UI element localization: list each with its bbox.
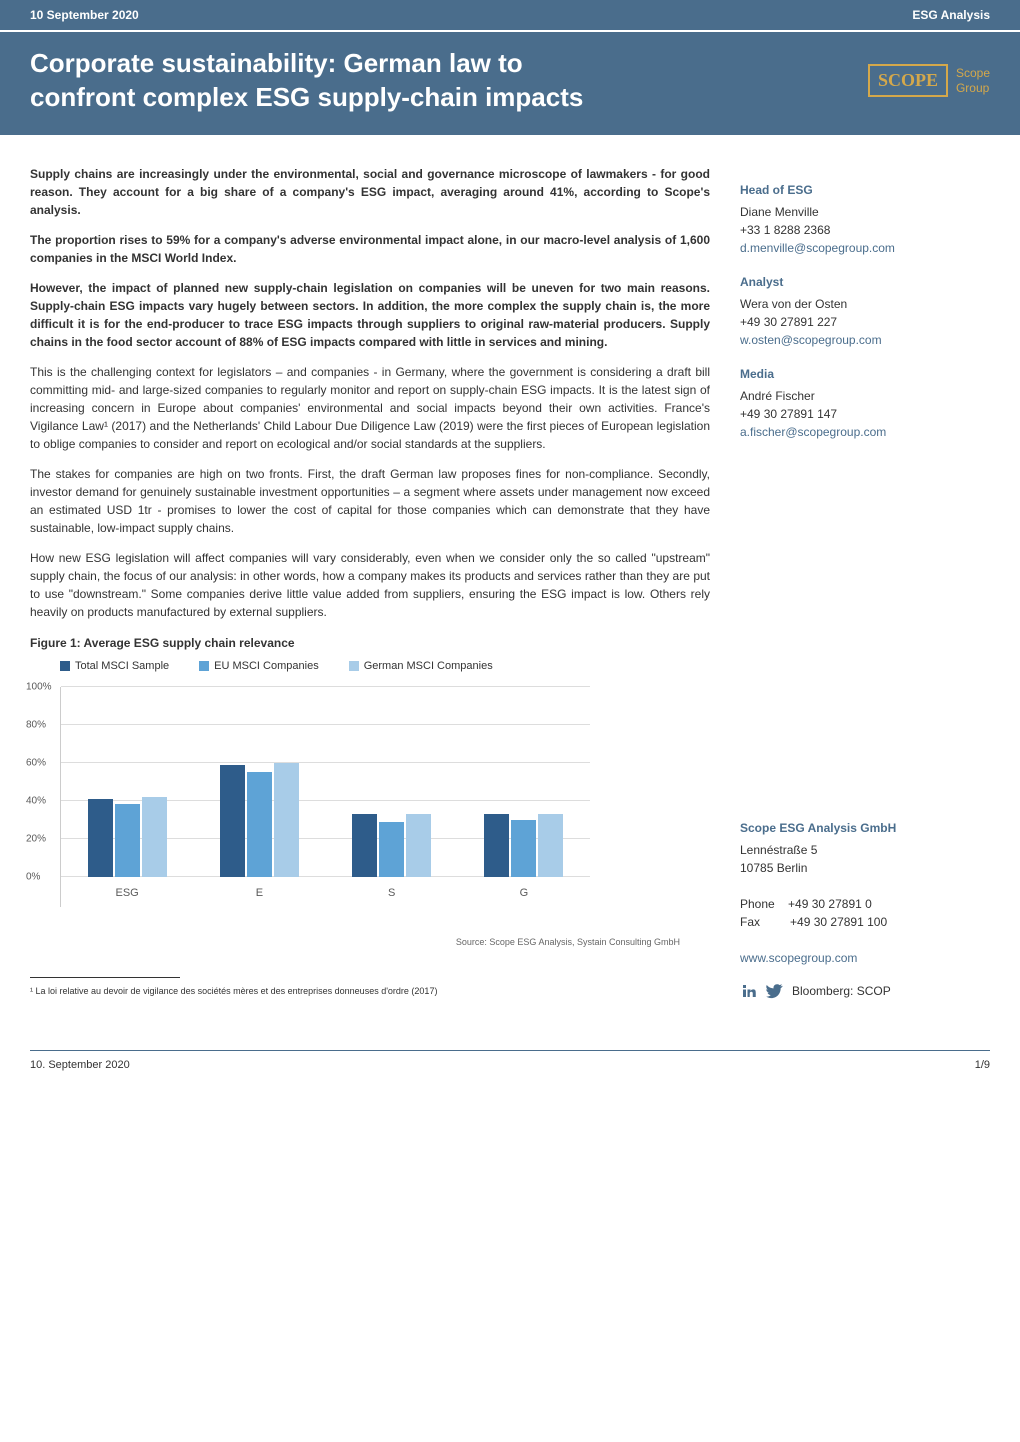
- x-axis-label: G: [520, 887, 529, 899]
- footer-page: 1/9: [975, 1059, 990, 1071]
- footer-date: 10. September 2020: [30, 1059, 130, 1071]
- linkedin-icon[interactable]: [740, 982, 758, 1000]
- bar: [115, 804, 140, 876]
- head-esg-email[interactable]: d.menville@scopegroup.com: [740, 241, 895, 255]
- x-axis-label: E: [256, 887, 263, 899]
- logo-sub: Scope Group: [956, 66, 990, 95]
- bar-group: ESG: [88, 687, 167, 877]
- para-6: How new ESG legislation will affect comp…: [30, 549, 710, 621]
- x-axis-label: ESG: [116, 887, 139, 899]
- bar: [274, 763, 299, 877]
- chart-bars: ESG ESG: [61, 687, 590, 877]
- analyst-phone: +49 30 27891 227: [740, 313, 990, 331]
- media-title: Media: [740, 367, 990, 381]
- company-title: Scope ESG Analysis GmbH: [740, 821, 990, 835]
- title-bar: Corporate sustainability: German law to …: [0, 32, 1020, 135]
- footer: 10. September 2020 1/9: [30, 1050, 990, 1086]
- company-address1: Lennéstraße 5: [740, 841, 990, 859]
- y-axis-label: 60%: [26, 757, 46, 768]
- bar: [406, 814, 431, 877]
- bloomberg-label: Bloomberg: SCOP: [792, 984, 891, 998]
- legend-item: German MSCI Companies: [349, 660, 493, 672]
- y-axis-label: 0%: [26, 871, 40, 882]
- figure-title: Figure 1: Average ESG supply chain relev…: [30, 636, 710, 650]
- company-phone: Phone +49 30 27891 0: [740, 895, 990, 913]
- y-axis-label: 20%: [26, 833, 46, 844]
- para-4: This is the challenging context for legi…: [30, 363, 710, 453]
- header-category: ESG Analysis: [912, 8, 990, 22]
- media-name: André Fischer: [740, 387, 990, 405]
- analyst-email[interactable]: w.osten@scopegroup.com: [740, 333, 882, 347]
- bar-group: S: [352, 687, 431, 877]
- legend-label: EU MSCI Companies: [214, 660, 319, 672]
- bar: [142, 797, 167, 877]
- para-5: The stakes for companies are high on two…: [30, 465, 710, 537]
- legend-item: Total MSCI Sample: [60, 660, 169, 672]
- legend-item: EU MSCI Companies: [199, 660, 319, 672]
- y-axis-label: 100%: [26, 681, 52, 692]
- bar: [247, 772, 272, 877]
- x-axis-label: S: [388, 887, 395, 899]
- legend-label: German MSCI Companies: [364, 660, 493, 672]
- chart-legend: Total MSCI Sample EU MSCI Companies German…: [60, 660, 710, 672]
- title-line1: Corporate sustainability: German law to: [30, 48, 523, 78]
- main-column: Supply chains are increasingly under the…: [30, 165, 710, 1000]
- para-1: Supply chains are increasingly under the…: [30, 165, 710, 219]
- analyst-name: Wera von der Osten: [740, 295, 990, 313]
- bar: [220, 765, 245, 877]
- head-esg-name: Diane Menville: [740, 203, 990, 221]
- title-text: Corporate sustainability: German law to …: [30, 47, 583, 115]
- bar: [484, 814, 509, 877]
- head-esg-phone: +33 1 8288 2368: [740, 221, 990, 239]
- bar: [379, 822, 404, 877]
- header-bar: 10 September 2020 ESG Analysis: [0, 0, 1020, 30]
- company-website[interactable]: www.scopegroup.com: [740, 951, 857, 965]
- media-block: Media André Fischer +49 30 27891 147 a.f…: [740, 367, 990, 441]
- title-line2: confront complex ESG supply-chain impact…: [30, 82, 583, 112]
- y-axis-label: 40%: [26, 795, 46, 806]
- footnote: ¹ La loi relative au devoir de vigilance…: [30, 986, 710, 996]
- chart-area: 0%20%40%60%80%100% ESGESG: [60, 687, 590, 907]
- logo: SCOPE Scope Group: [868, 64, 990, 97]
- para-3: However, the impact of planned new suppl…: [30, 279, 710, 351]
- twitter-icon[interactable]: [766, 982, 784, 1000]
- media-phone: +49 30 27891 147: [740, 405, 990, 423]
- bar: [538, 814, 563, 877]
- y-axis-label: 80%: [26, 719, 46, 730]
- bar: [88, 799, 113, 877]
- legend-swatch: [199, 661, 209, 671]
- legend-swatch: [349, 661, 359, 671]
- analyst-block: Analyst Wera von der Osten +49 30 27891 …: [740, 275, 990, 349]
- para-2: The proportion rises to 59% for a compan…: [30, 231, 710, 267]
- head-esg-title: Head of ESG: [740, 183, 990, 197]
- logo-main: SCOPE: [868, 64, 948, 97]
- legend-label: Total MSCI Sample: [75, 660, 169, 672]
- company-block: Scope ESG Analysis GmbH Lennéstraße 5 10…: [740, 821, 990, 1000]
- legend-swatch: [60, 661, 70, 671]
- sidebar: Head of ESG Diane Menville +33 1 8288 23…: [740, 165, 990, 1000]
- bar: [352, 814, 377, 877]
- chart: Total MSCI Sample EU MSCI Companies German…: [60, 660, 710, 907]
- header-date: 10 September 2020: [30, 8, 139, 22]
- bar: [511, 820, 536, 877]
- content: Supply chains are increasingly under the…: [0, 135, 1020, 1030]
- head-esg-block: Head of ESG Diane Menville +33 1 8288 23…: [740, 183, 990, 257]
- chart-source: Source: Scope ESG Analysis, Systain Cons…: [30, 937, 680, 947]
- media-email[interactable]: a.fischer@scopegroup.com: [740, 425, 886, 439]
- company-fax: Fax +49 30 27891 100: [740, 913, 990, 931]
- bar-group: E: [220, 687, 299, 877]
- footnote-divider: [30, 977, 180, 978]
- analyst-title: Analyst: [740, 275, 990, 289]
- bar-group: G: [484, 687, 563, 877]
- social-row: Bloomberg: SCOP: [740, 982, 990, 1000]
- company-address2: 10785 Berlin: [740, 859, 990, 877]
